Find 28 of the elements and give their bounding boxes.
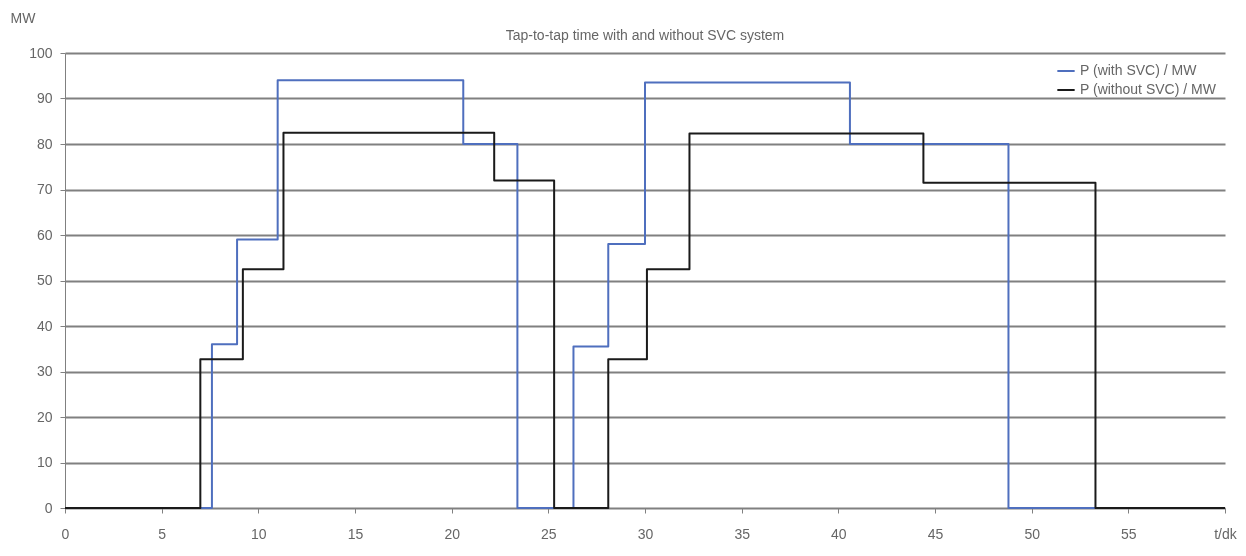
x-tick-label: 25	[541, 525, 557, 542]
y-tick-label: 70	[36, 181, 53, 197]
x-tick-label: 15	[347, 525, 364, 542]
x-tick-label: 5	[158, 525, 167, 542]
y-axis-title: MW	[10, 9, 37, 26]
y-tick-label: 20	[36, 408, 53, 425]
y-tick-label: 80	[36, 135, 53, 152]
x-tick-label: 30	[637, 525, 654, 542]
y-tick-label: 90	[36, 90, 53, 106]
y-tick-label: 40	[36, 317, 53, 334]
y-tick-label: 100	[29, 44, 53, 61]
x-tick-label: 35	[734, 525, 751, 542]
y-tick-label: 60	[36, 226, 53, 243]
y-tick-label: 30	[36, 363, 53, 379]
x-tick-label: 10	[251, 525, 267, 542]
x-tick-label: 0	[61, 525, 70, 542]
y-tick-label: 50	[36, 272, 53, 288]
x-tick-label: 40	[831, 525, 847, 542]
y-tick-label: 0	[44, 499, 53, 516]
chart-title: Tap-to-tap time with and without SVC system	[505, 27, 785, 43]
legend-label: P (with SVC) / MW	[1080, 62, 1198, 78]
x-tick-label: 55	[1121, 525, 1137, 542]
x-tick-label: 45	[927, 525, 944, 542]
x-tick-label: t/dk	[1214, 525, 1238, 542]
legend-label: P (without SVC) / MW	[1080, 81, 1217, 97]
y-tick-label: 10	[36, 454, 53, 470]
x-tick-label: 50	[1024, 525, 1041, 542]
x-tick-label: 20	[444, 525, 461, 542]
